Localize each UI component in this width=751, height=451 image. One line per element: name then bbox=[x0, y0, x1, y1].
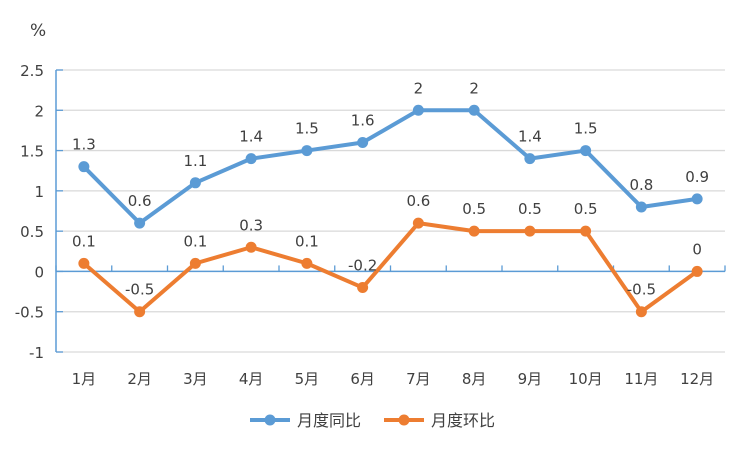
unit-label: % bbox=[30, 21, 46, 41]
data-label: -0.5 bbox=[627, 281, 656, 299]
x-tick-label: 5月 bbox=[295, 370, 320, 388]
x-tick-label: 4月 bbox=[239, 370, 264, 388]
data-label: 0.6 bbox=[406, 192, 430, 210]
data-point bbox=[78, 161, 90, 173]
data-point bbox=[580, 225, 592, 237]
data-point bbox=[691, 193, 703, 205]
data-point bbox=[635, 306, 647, 318]
data-point bbox=[412, 104, 424, 116]
legend-item: 月度环比 bbox=[384, 411, 495, 430]
legend-marker bbox=[398, 414, 410, 426]
data-point bbox=[468, 104, 480, 116]
data-point bbox=[524, 225, 536, 237]
data-label: 1.4 bbox=[239, 128, 263, 146]
x-tick-label: 12月 bbox=[680, 370, 714, 388]
legend-label: 月度同比 bbox=[297, 411, 361, 430]
x-tick-label: 9月 bbox=[518, 370, 543, 388]
data-point bbox=[245, 153, 257, 165]
y-tick-label: 1.5 bbox=[20, 143, 44, 161]
data-point bbox=[635, 201, 647, 213]
legend-label: 月度环比 bbox=[431, 411, 495, 430]
data-label: 0.8 bbox=[629, 176, 653, 194]
data-point bbox=[189, 177, 201, 189]
series-line bbox=[82, 221, 699, 314]
data-point bbox=[357, 137, 369, 149]
data-point bbox=[189, 257, 201, 269]
data-label: 1.5 bbox=[295, 120, 319, 138]
data-point bbox=[524, 153, 536, 165]
x-tick-label: 10月 bbox=[569, 370, 603, 388]
data-label: 1.4 bbox=[518, 128, 542, 146]
y-tick-label: 0 bbox=[34, 263, 44, 281]
data-label: 1.6 bbox=[351, 112, 375, 130]
data-label: -0.2 bbox=[348, 257, 377, 275]
data-label: 0.9 bbox=[685, 168, 709, 186]
data-label: 0.5 bbox=[462, 200, 486, 218]
data-point bbox=[78, 257, 90, 269]
data-label: 0.3 bbox=[239, 216, 263, 234]
data-label: 0.1 bbox=[72, 232, 96, 250]
x-tick-label: 2月 bbox=[127, 370, 152, 388]
y-tick-label: 2.5 bbox=[20, 62, 44, 80]
data-label: 0 bbox=[692, 240, 702, 258]
data-label: 1.3 bbox=[72, 136, 96, 154]
legend-marker bbox=[264, 414, 276, 426]
series-yoy: 1.3 0.6 1.1 1.4 1.5 1.6 2 2 1.4 1.5 0.8 0.9 bbox=[72, 79, 709, 229]
data-point bbox=[468, 225, 480, 237]
data-point bbox=[357, 282, 369, 294]
legend-item: 月度同比 bbox=[250, 411, 361, 430]
data-point bbox=[134, 217, 146, 229]
y-tick-label: -1 bbox=[29, 344, 44, 362]
x-tick-label: 1月 bbox=[72, 370, 97, 388]
x-tick-label: 3月 bbox=[183, 370, 208, 388]
data-point bbox=[580, 145, 592, 157]
data-label: 0.5 bbox=[518, 200, 542, 218]
y-tick-label: 1 bbox=[34, 183, 44, 201]
data-point bbox=[301, 145, 313, 157]
data-label: 0.1 bbox=[183, 232, 207, 250]
data-label: -0.5 bbox=[125, 281, 154, 299]
x-tick-label: 7月 bbox=[406, 370, 431, 388]
x-tick-label: 8月 bbox=[462, 370, 487, 388]
data-label: 1.1 bbox=[183, 152, 207, 170]
data-label: 2 bbox=[469, 79, 479, 97]
data-label: 0.6 bbox=[128, 192, 152, 210]
data-point bbox=[134, 306, 146, 318]
x-tick-label: 6月 bbox=[350, 370, 375, 388]
data-point bbox=[301, 257, 313, 269]
data-label: 2 bbox=[414, 79, 424, 97]
data-point bbox=[412, 217, 424, 229]
data-label: 1.5 bbox=[574, 120, 598, 138]
y-tick-label: -0.5 bbox=[15, 304, 44, 322]
data-point bbox=[245, 241, 257, 253]
data-label: 0.1 bbox=[295, 232, 319, 250]
y-tick-label: 0.5 bbox=[20, 223, 44, 241]
x-tick-label: 11月 bbox=[624, 370, 658, 388]
y-tick-label: 2 bbox=[34, 102, 44, 120]
series-mom: 0.1 -0.5 0.1 0.3 0.1 -0.2 0.6 0.5 0.5 0.5 -0.5 0 bbox=[72, 192, 703, 318]
data-label: 0.5 bbox=[574, 200, 598, 218]
data-point bbox=[691, 265, 703, 277]
series-line bbox=[82, 108, 698, 226]
